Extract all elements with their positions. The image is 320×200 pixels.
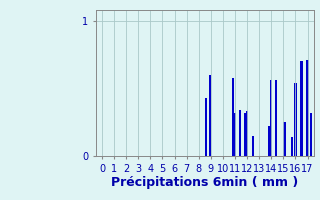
- Bar: [291, 137, 293, 156]
- Bar: [234, 113, 236, 156]
- Bar: [284, 122, 286, 156]
- Bar: [209, 75, 211, 156]
- Bar: [244, 113, 246, 156]
- Bar: [270, 80, 272, 156]
- Bar: [300, 61, 303, 156]
- Bar: [275, 80, 277, 156]
- Bar: [310, 113, 312, 156]
- Bar: [239, 110, 241, 156]
- Bar: [294, 83, 297, 156]
- Bar: [252, 136, 254, 156]
- X-axis label: Précipitations 6min ( mm ): Précipitations 6min ( mm ): [111, 176, 299, 189]
- Bar: [307, 60, 309, 156]
- Bar: [268, 126, 270, 156]
- Bar: [246, 111, 248, 156]
- Bar: [231, 78, 234, 156]
- Bar: [205, 98, 207, 156]
